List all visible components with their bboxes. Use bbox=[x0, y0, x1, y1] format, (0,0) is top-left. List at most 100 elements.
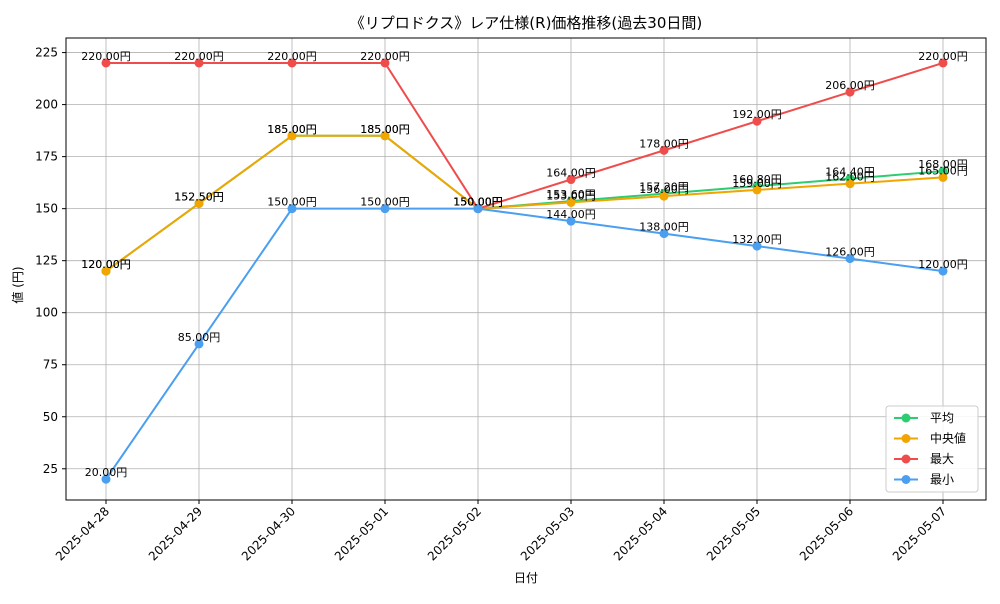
data-point bbox=[101, 474, 111, 484]
data-point bbox=[938, 266, 948, 276]
data-label: 159.00円 bbox=[732, 177, 782, 190]
data-point bbox=[473, 204, 483, 214]
plot-area-frame bbox=[65, 37, 987, 501]
data-label: 162.00円 bbox=[825, 171, 875, 184]
x-tick-label: 2025-05-03 bbox=[518, 504, 577, 563]
data-label: 160.80円 bbox=[732, 173, 782, 186]
legend-box bbox=[885, 405, 979, 493]
data-label: 220.00円 bbox=[174, 50, 224, 63]
data-label: 157.20円 bbox=[639, 181, 689, 194]
data-point bbox=[938, 166, 948, 176]
x-tick-label: 2025-04-29 bbox=[146, 504, 205, 563]
y-tick-label: 200 bbox=[35, 98, 58, 112]
data-point bbox=[380, 131, 390, 141]
data-label: 220.00円 bbox=[81, 50, 131, 63]
data-point bbox=[845, 87, 855, 97]
data-label: 164.00円 bbox=[546, 167, 596, 180]
data-label: 153.60円 bbox=[546, 188, 596, 201]
data-label: 185.00円 bbox=[267, 123, 317, 136]
data-label: 132.00円 bbox=[732, 233, 782, 246]
series-line bbox=[105, 134, 944, 272]
data-point bbox=[752, 116, 762, 126]
data-label: 150.00円 bbox=[453, 196, 503, 209]
data-point bbox=[194, 58, 204, 68]
data-label: 120.00円 bbox=[918, 258, 968, 271]
data-point bbox=[194, 198, 204, 208]
y-tick-label: 150 bbox=[35, 202, 58, 216]
data-label: 156.00円 bbox=[639, 183, 689, 196]
data-point bbox=[938, 58, 948, 68]
data-point bbox=[380, 58, 390, 68]
x-axis-title: 日付 bbox=[514, 571, 538, 585]
legend-label: 最小 bbox=[930, 473, 954, 487]
data-label: 178.00円 bbox=[639, 137, 689, 150]
x-tick-label: 2025-05-04 bbox=[611, 504, 670, 563]
y-tick-label: 100 bbox=[35, 306, 58, 320]
series-line bbox=[105, 207, 944, 480]
data-point bbox=[101, 266, 111, 276]
y-axis-title: 値 (円) bbox=[10, 266, 25, 303]
x-tick-label: 2025-04-28 bbox=[53, 504, 112, 563]
data-label: 20.00円 bbox=[85, 466, 128, 479]
data-point bbox=[752, 241, 762, 251]
series-line bbox=[106, 61, 944, 210]
data-label: 152.50円 bbox=[174, 190, 224, 203]
data-label: 120.00円 bbox=[81, 258, 131, 271]
data-label: 192.00円 bbox=[732, 108, 782, 121]
data-label: 220.00円 bbox=[267, 50, 317, 63]
data-label: 144.00円 bbox=[546, 208, 596, 221]
data-label: 150.00円 bbox=[360, 196, 410, 209]
data-label: 152.50円 bbox=[174, 190, 224, 203]
y-tick-label: 225 bbox=[35, 46, 58, 60]
data-label: 185.00円 bbox=[360, 123, 410, 136]
data-point bbox=[659, 145, 669, 155]
y-tick-label: 50 bbox=[43, 410, 58, 424]
y-tick-label: 125 bbox=[35, 254, 58, 268]
data-label: 150.00円 bbox=[453, 196, 503, 209]
axis-ticks: 25 50 75 100 125 150 175 200 225 2025-04-28 2025-0… bbox=[35, 46, 949, 564]
data-point bbox=[938, 172, 948, 182]
x-tick-label: 2025-05-06 bbox=[797, 504, 856, 563]
data-labels: 120.00円 152.50円 185.00円 185.00円 150.00円 153.6… bbox=[81, 50, 968, 479]
data-point bbox=[845, 254, 855, 264]
data-point bbox=[194, 339, 204, 349]
series-line bbox=[105, 134, 944, 272]
data-label: 165.00円 bbox=[918, 164, 968, 177]
data-label: 120.00円 bbox=[81, 258, 131, 271]
y-tick-label: 75 bbox=[43, 358, 58, 372]
data-point bbox=[287, 204, 297, 214]
data-point bbox=[566, 216, 576, 226]
data-point bbox=[566, 197, 576, 207]
data-label: 220.00円 bbox=[918, 50, 968, 63]
data-label: 185.00円 bbox=[360, 123, 410, 136]
legend-label: 最大 bbox=[930, 452, 954, 466]
legend-label: 中央値 bbox=[930, 431, 966, 446]
data-point bbox=[287, 58, 297, 68]
data-label: 150.00円 bbox=[267, 196, 317, 209]
y-tick-label: 25 bbox=[43, 462, 58, 476]
data-label: 153.00円 bbox=[546, 189, 596, 202]
data-label: 185.00円 bbox=[267, 123, 317, 136]
data-point bbox=[566, 175, 576, 185]
data-point bbox=[101, 58, 111, 68]
grid bbox=[66, 38, 986, 500]
data-label: 220.00円 bbox=[360, 50, 410, 63]
x-tick-label: 2025-04-30 bbox=[239, 504, 298, 563]
data-label: 206.00円 bbox=[825, 79, 875, 92]
data-label: 150.00円 bbox=[453, 196, 503, 209]
legend-marker bbox=[901, 434, 911, 443]
data-point bbox=[659, 191, 669, 201]
data-label: 150.00円 bbox=[453, 196, 503, 209]
legend-marker bbox=[901, 475, 911, 484]
chart-title: 《リプロドクス》レア仕様(R)価格推移(過去30日間) bbox=[350, 14, 702, 32]
y-tick-label: 175 bbox=[35, 150, 58, 164]
data-label: 138.00円 bbox=[639, 221, 689, 234]
data-label: 168.00円 bbox=[918, 158, 968, 171]
data-label: 126.00円 bbox=[825, 246, 875, 259]
data-point bbox=[752, 185, 762, 195]
x-tick-label: 2025-05-02 bbox=[425, 504, 484, 563]
data-point bbox=[380, 204, 390, 214]
x-tick-label: 2025-05-07 bbox=[890, 504, 949, 563]
